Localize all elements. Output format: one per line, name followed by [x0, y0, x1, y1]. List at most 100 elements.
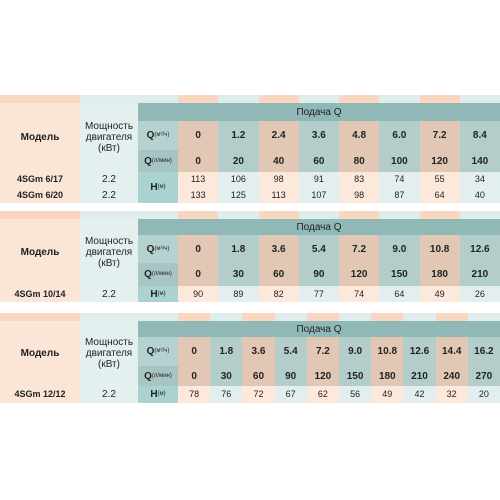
q-value: 270 — [467, 366, 500, 386]
head-value: 67 — [274, 386, 307, 403]
q-value: 1.8 — [210, 337, 243, 366]
head-value: 125 — [218, 187, 259, 203]
head-value: 64 — [419, 187, 460, 203]
symbol: Q — [146, 243, 155, 255]
symbol: H — [150, 182, 158, 193]
q-value: 140 — [459, 150, 500, 172]
strip — [339, 313, 372, 321]
head-value: 64 — [379, 286, 420, 302]
strip — [80, 211, 178, 219]
strip — [459, 95, 500, 103]
strip — [371, 313, 404, 321]
head-value: 32 — [435, 386, 468, 403]
head-label: H (м) — [138, 286, 178, 302]
strip — [274, 313, 307, 321]
head-value: 133 — [178, 187, 219, 203]
model: 4SGm 10/14 — [0, 286, 80, 302]
q-value: 6.0 — [379, 121, 420, 150]
model: 4SGm 6/17 — [0, 172, 80, 187]
q-value: 90 — [274, 366, 307, 386]
q-label: Q (л/мин) — [138, 150, 178, 172]
q-label: Q (м³/ч) — [138, 235, 178, 263]
q-value: 240 — [435, 366, 468, 386]
q-value: 14.4 — [435, 337, 468, 366]
head-value: 49 — [419, 286, 460, 302]
power-header: Мощность двигателя (кВт) — [80, 321, 138, 386]
head-value: 72 — [242, 386, 275, 403]
model-header: Модель — [0, 219, 80, 286]
head-value: 83 — [339, 172, 380, 187]
symbol: Q — [146, 346, 155, 357]
model-header: Модель — [0, 321, 80, 386]
q-value: 5.4 — [274, 337, 307, 366]
strip — [218, 95, 259, 103]
strip — [379, 211, 420, 219]
head-value: 56 — [339, 386, 372, 403]
power-header: Мощность двигателя (кВт) — [80, 219, 138, 286]
head-value: 74 — [339, 286, 380, 302]
q-value: 12.6 — [403, 337, 436, 366]
model-header: Модель — [0, 103, 80, 172]
power: 2.2 — [80, 386, 138, 403]
q-value: 0 — [178, 366, 211, 386]
symbol: Q — [144, 155, 152, 167]
strip — [379, 95, 420, 103]
strip — [298, 95, 339, 103]
head-value: 26 — [459, 286, 500, 302]
head-value: 90 — [178, 286, 219, 302]
unit: (м) — [157, 391, 166, 397]
strip — [210, 313, 243, 321]
symbol: Q — [144, 269, 152, 280]
strip — [258, 95, 299, 103]
q-label: Q (м³/ч) — [138, 121, 178, 150]
q-value: 1.2 — [218, 121, 259, 150]
strip — [178, 211, 219, 219]
q-value: 40 — [258, 150, 299, 172]
strip — [419, 211, 460, 219]
unit: (л/мин) — [151, 271, 172, 277]
q-value: 180 — [419, 263, 460, 286]
q-value: 80 — [339, 150, 380, 172]
unit: (м³/ч) — [154, 245, 170, 252]
strip — [306, 313, 339, 321]
strip — [242, 313, 275, 321]
q-value: 0 — [178, 263, 219, 286]
unit: (л/мин) — [151, 372, 172, 379]
flow-header: Подача Q — [138, 219, 500, 235]
q-value: 90 — [298, 263, 339, 286]
head-value: 76 — [210, 386, 243, 403]
q-value: 120 — [306, 366, 339, 386]
head-value: 40 — [459, 187, 500, 203]
head-value: 91 — [298, 172, 339, 187]
power: 2.2 — [80, 187, 138, 203]
q-value: 2.4 — [258, 121, 299, 150]
q-value: 1.8 — [218, 235, 259, 263]
symbol: Q — [144, 370, 152, 382]
strip — [467, 313, 500, 321]
q-value: 5.4 — [298, 235, 339, 263]
head-value: 55 — [419, 172, 460, 187]
flow-header: Подача Q — [138, 321, 500, 337]
model: 4SGm 12/12 — [0, 386, 80, 403]
q-value: 0 — [178, 337, 211, 366]
strip — [258, 211, 299, 219]
strip — [403, 313, 436, 321]
q-value: 7.2 — [339, 235, 380, 263]
head-value: 78 — [178, 386, 211, 403]
strip — [178, 313, 211, 321]
q-label: Q (л/мин) — [138, 366, 178, 386]
head-value: 106 — [218, 172, 259, 187]
model: 4SGm 6/20 — [0, 187, 80, 203]
strip — [218, 211, 259, 219]
head-value: 62 — [306, 386, 339, 403]
q-value: 9.0 — [339, 337, 372, 366]
q-label: Q (м³/ч) — [138, 337, 178, 366]
q-value: 7.2 — [306, 337, 339, 366]
q-value: 30 — [210, 366, 243, 386]
q-value: 0 — [178, 150, 219, 172]
strip — [459, 211, 500, 219]
q-value: 12.6 — [459, 235, 500, 263]
q-value: 3.6 — [298, 121, 339, 150]
unit: (м³/ч) — [154, 348, 170, 354]
